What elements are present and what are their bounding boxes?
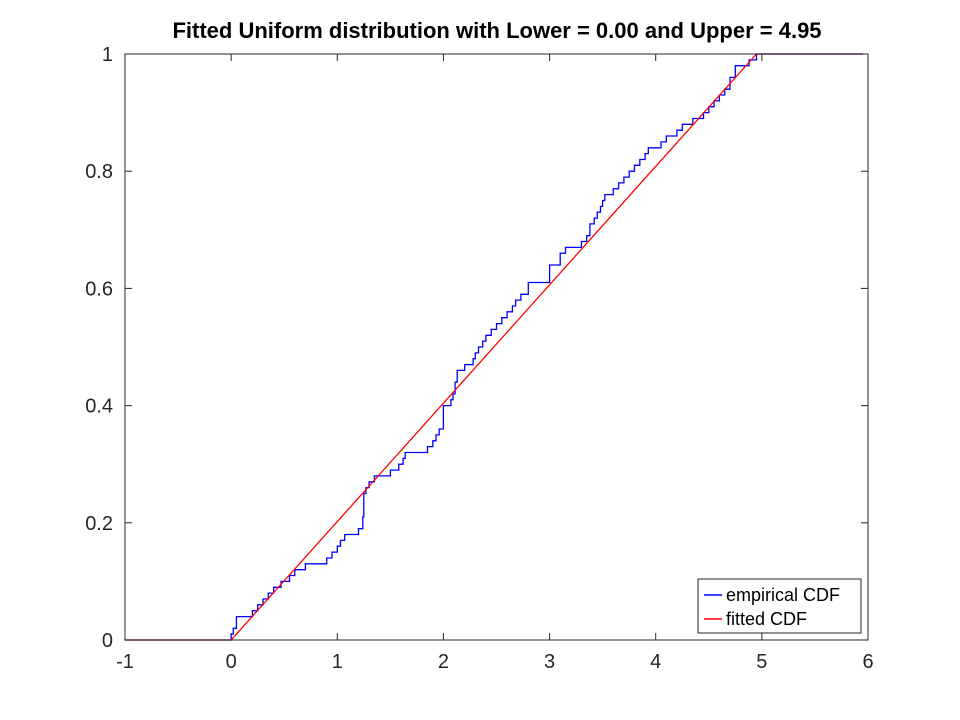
legend-label: empirical CDF	[726, 585, 840, 605]
y-tick-label: 0	[102, 630, 113, 652]
y-tick-label: 1	[102, 44, 113, 66]
x-tick-label: -1	[116, 651, 134, 673]
x-tick-label: 0	[226, 651, 237, 673]
plot-frame	[124, 53, 869, 641]
x-tick-label: 3	[544, 651, 555, 673]
y-tick-label: 0.4	[85, 396, 113, 418]
legend-label: fitted CDF	[726, 609, 807, 629]
x-tick-label: 5	[756, 651, 767, 673]
x-tick-label: 1	[332, 651, 343, 673]
axis-tick-labels: -1 0 1 2 3 4 5 600.20.40.60.81	[85, 44, 873, 673]
y-tick-label: 0.6	[85, 278, 113, 300]
legend-box	[697, 578, 862, 634]
empirical-cdf-line	[125, 53, 863, 641]
x-tick-label: 4	[650, 651, 661, 673]
plot-area	[125, 54, 868, 640]
chart-title: Fitted Uniform distribution with Lower =…	[172, 18, 821, 43]
legend: empirical CDF fitted CDF	[697, 578, 862, 634]
x-tick-label: 6	[862, 651, 873, 673]
y-tick-label: 0.8	[85, 161, 113, 183]
y-tick-label: 0.2	[85, 513, 113, 535]
x-tick-label: 2	[438, 651, 449, 673]
